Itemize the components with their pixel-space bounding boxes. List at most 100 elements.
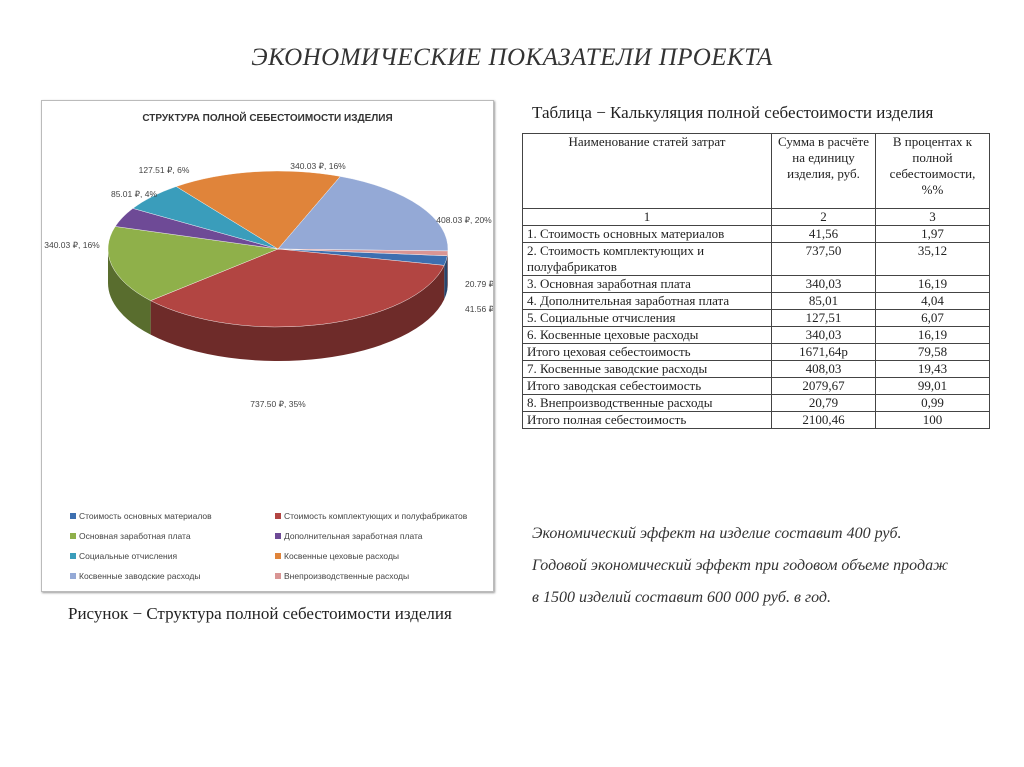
table-row: 7. Косвенные заводские расходы 408,03 19,4…: [522, 360, 990, 378]
legend-swatch: [275, 573, 281, 579]
table-cell: 41,56: [771, 225, 876, 243]
legend-swatch: [70, 573, 76, 579]
legend-label: Социальные отчисления: [79, 551, 178, 561]
chart-title: СТРУКТУРА ПОЛНОЙ СЕБЕСТОИМОСТИ ИЗДЕЛИЯ: [142, 113, 393, 124]
legend-label: Косвенные цеховые расходы: [284, 551, 400, 561]
table-cell: 85,01: [771, 292, 876, 310]
table-cell: Итого полная себестоимость: [522, 411, 772, 429]
table-cell: 35,12: [875, 242, 990, 276]
pie-slice-side: [444, 255, 448, 300]
table-row: 6. Косвенные цеховые расходы 340,03 16,19: [522, 326, 990, 344]
legend-label: Косвенные заводские расходы: [79, 571, 201, 581]
data-label: 20.79 ₽, 1%: [465, 279, 493, 289]
table-cell: 99,01: [875, 377, 990, 395]
figure-caption: Рисунок − Структура полной себестоимости…: [68, 604, 452, 623]
table-cell: 4,04: [875, 292, 990, 310]
header-cell: В процентах к полной себестоимости, %%: [875, 133, 990, 209]
table-cell: 16,19: [875, 275, 990, 293]
table-cell: 100: [875, 411, 990, 429]
legend-swatch: [275, 533, 281, 539]
table-cell: 2. Стоимость комплектующих и полуфабрика…: [522, 242, 772, 276]
pie-slice: [277, 176, 449, 252]
legend-label: Дополнительная заработная плата: [284, 531, 423, 541]
header-cell: Наименование статей затрат: [522, 133, 772, 209]
table-cell: 16,19: [875, 326, 990, 344]
table-row: Итого цеховая себестоимость 1671,64р 79,58: [522, 343, 990, 361]
table-row: Итого полная себестоимость 2100,46 100: [522, 411, 990, 429]
pie-slice: [175, 170, 341, 250]
legend-label: Основная заработная плата: [79, 531, 191, 541]
table-cell: 19,43: [875, 360, 990, 378]
table-cell: 6. Косвенные цеховые расходы: [522, 326, 772, 344]
legend-item: Стоимость комплектующих и полуфабрикатов: [275, 511, 490, 521]
legend-item: Косвенные цеховые расходы: [275, 551, 490, 561]
table-cell: 2100,46: [771, 411, 876, 429]
table-row: 5. Социальные отчисления 127,51 6,07: [522, 309, 990, 327]
data-label: 340.03 ₽, 16%: [44, 240, 100, 250]
legend-swatch: [70, 553, 76, 559]
table-cell: 0,99: [875, 394, 990, 412]
legend-item: Социальные отчисления: [70, 551, 275, 561]
legend-item: Стоимость основных материалов: [70, 511, 275, 521]
table-cell: 1671,64р: [771, 343, 876, 361]
pie-slice-side: [447, 250, 448, 290]
note-line: Экономический эффект на изделие составит…: [532, 525, 902, 542]
legend-item: Дополнительная заработная плата: [275, 531, 490, 541]
legend-label: Внепроизводственные расходы: [284, 571, 410, 581]
table-row: 1. Стоимость основных материалов 41,56 1,9…: [522, 225, 990, 243]
column-number-row: 1 2 3: [522, 208, 990, 226]
table-cell: 20,79: [771, 394, 876, 412]
table-row: 3. Основная заработная плата 340,03 16,19: [522, 275, 990, 293]
data-label: 127.51 ₽, 6%: [139, 165, 190, 175]
table-cell: 340,03: [771, 275, 876, 293]
table-title: Таблица − Калькуляция полной себестоимос…: [532, 103, 934, 122]
table-cell: 79,58: [875, 343, 990, 361]
pie-slice: [150, 248, 445, 328]
data-label: 408.03 ₽, 20%: [436, 215, 492, 225]
pie-slice: [107, 226, 279, 301]
header-cell: Сумма в расчёте на единицу изделия, руб.: [771, 133, 876, 209]
table-row: Итого заводская себестоимость 2079,67 99,0…: [522, 377, 990, 395]
table-cell: 3. Основная заработная плата: [522, 275, 772, 293]
table-row: 2. Стоимость комплектующих и полуфабрика…: [522, 242, 990, 276]
table-row: 8. Внепроизводственные расходы 20,79 0,99: [522, 394, 990, 412]
legend-swatch: [70, 513, 76, 519]
column-number: 2: [771, 208, 876, 226]
legend-label: Стоимость основных материалов: [79, 511, 212, 521]
table-cell: 340,03: [771, 326, 876, 344]
table-cell: 4. Дополнительная заработная плата: [522, 292, 772, 310]
table-cell: 7. Косвенные заводские расходы: [522, 360, 772, 378]
legend-swatch: [70, 533, 76, 539]
table-cell: 5. Социальные отчисления: [522, 309, 772, 327]
legend-item: Косвенные заводские расходы: [70, 571, 275, 581]
column-number: 3: [875, 208, 990, 226]
table-header-row: Наименование статей затрат Сумма в расчё…: [522, 133, 990, 209]
legend-swatch: [275, 553, 281, 559]
legend-item: Основная заработная плата: [70, 531, 275, 541]
table-cell: 2079,67: [771, 377, 876, 395]
data-label: 340.03 ₽, 16%: [290, 161, 346, 171]
table-cell: 1. Стоимость основных материалов: [522, 225, 772, 243]
table-cell: 127,51: [771, 309, 876, 327]
pie-slice-side: [150, 265, 445, 361]
table-cell: 408,03: [771, 360, 876, 378]
column-number: 1: [522, 208, 772, 226]
table-cell: 1,97: [875, 225, 990, 243]
table-row: 4. Дополнительная заработная плата 85,01 4…: [522, 292, 990, 310]
table-cell: 737,50: [771, 242, 876, 276]
pie-svg: 41.56 ₽, 2% 737.50 ₽, 35% 340.03 ₽, 16% 85.…: [44, 161, 493, 409]
note-line: в 1500 изделий составит 600 000 руб. в г…: [532, 589, 832, 606]
table-cell: 8. Внепроизводственные расходы: [522, 394, 772, 412]
data-label: 85.01 ₽, 4%: [111, 189, 157, 199]
table-cell: Итого заводская себестоимость: [522, 377, 772, 395]
chart-legend: Стоимость основных материалов Стоимость к…: [70, 511, 490, 581]
data-label: 41.56 ₽, 2%: [465, 304, 493, 314]
legend-label: Стоимость комплектующих и полуфабрикатов: [284, 511, 468, 521]
pie-slice-side: [108, 249, 151, 335]
data-label: 737.50 ₽, 35%: [250, 399, 306, 409]
pie-slice: [277, 248, 449, 257]
cost-table: Наименование статей затрат Сумма в расчё…: [522, 133, 990, 429]
legend-swatch: [275, 513, 281, 519]
table-cell: Итого цеховая себестоимость: [522, 343, 772, 361]
